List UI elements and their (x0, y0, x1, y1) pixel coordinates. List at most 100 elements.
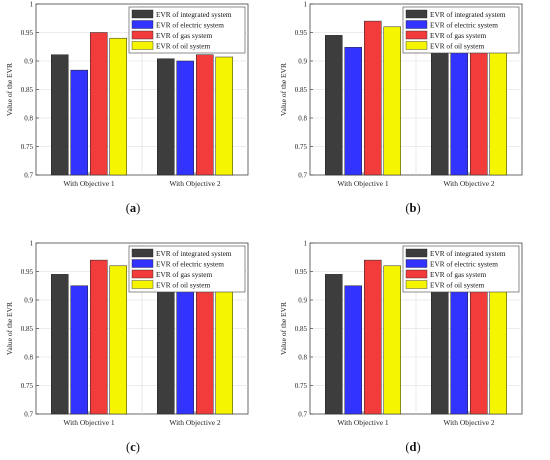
bar-electric-2 (176, 282, 194, 415)
y-tick-label: 0.85 (21, 325, 34, 333)
legend-swatch-gas (131, 269, 154, 279)
bar-gas-2 (470, 274, 488, 415)
bar-oil-2 (215, 56, 233, 176)
bar-electric-2 (450, 44, 468, 176)
panel-label: (c) (126, 440, 140, 454)
y-tick-label: 0.8 (298, 354, 307, 362)
legend: EVR of integrated system EVR of electric … (402, 6, 520, 54)
legend-swatch-gas (405, 269, 428, 279)
bar-oil-1 (109, 37, 127, 176)
x-tick-label: With Objective 2 (443, 179, 495, 188)
chart-panel-2: 0.7 0.75 0.8 0.85 0.9 0.95 1 With Objective 1 Wi… (279, 1, 523, 215)
bar-electric-1 (70, 285, 88, 415)
y-tick-label: 0.9 (24, 297, 33, 305)
x-tick-label: With Objective 1 (63, 418, 115, 427)
y-tick-label: 0.85 (21, 86, 34, 94)
bar-gas-1 (90, 32, 108, 176)
x-tick-label: With Objective 2 (169, 179, 221, 188)
legend-label-integrated: EVR of integrated system (156, 10, 232, 19)
y-tick-label: 0.95 (295, 268, 308, 276)
x-tick-label: With Objective 1 (337, 418, 389, 427)
bar-oil-1 (383, 26, 401, 176)
y-axis-label: Value of the EVR (279, 63, 288, 116)
bar-electric-1 (344, 285, 362, 415)
bar-oil-1 (109, 265, 127, 415)
y-tick-label: 0.85 (295, 86, 308, 94)
bar-electric-2 (176, 60, 194, 176)
bar-gas-1 (90, 259, 108, 415)
legend-swatch-integrated (131, 9, 154, 19)
y-tick-label: 0.7 (24, 411, 33, 419)
bar-oil-2 (215, 273, 233, 415)
chart-panel-4: 0.7 0.75 0.8 0.85 0.9 0.95 1 With Objective 1 Wi… (279, 240, 523, 454)
legend-label-gas: EVR of gas system (156, 270, 212, 279)
bar-integrated-1 (51, 54, 69, 176)
legend-swatch-gas (131, 30, 154, 40)
bar-oil-2 (489, 273, 507, 415)
bar-gas-2 (196, 54, 214, 176)
panel-label: (a) (126, 201, 141, 215)
legend-swatch-integrated (405, 248, 428, 258)
y-tick-label: 0.7 (298, 172, 307, 180)
bar-integrated-2 (431, 39, 449, 176)
y-tick-label: 0.95 (21, 29, 34, 37)
y-tick-label: 0.9 (298, 297, 307, 305)
bar-oil-1 (383, 265, 401, 415)
y-tick-label: 0.95 (21, 268, 34, 276)
bar-integrated-2 (157, 58, 175, 176)
legend-label-gas: EVR of gas system (430, 270, 486, 279)
legend-label-oil: EVR of oil system (430, 281, 484, 290)
legend-label-integrated: EVR of integrated system (430, 10, 506, 19)
legend: EVR of integrated system EVR of electric … (402, 245, 520, 293)
y-tick-label: 0.8 (24, 354, 33, 362)
bar-integrated-1 (51, 274, 69, 415)
legend-swatch-electric (405, 20, 428, 29)
legend: EVR of integrated system EVR of electric … (128, 6, 246, 54)
legend-label-electric: EVR of electric system (430, 260, 498, 269)
y-tick-label: 0.9 (298, 58, 307, 66)
legend-swatch-gas (405, 30, 428, 40)
legend-label-gas: EVR of gas system (430, 31, 486, 40)
legend-swatch-electric (131, 259, 154, 268)
x-tick-label: With Objective 1 (63, 179, 115, 188)
legend-swatch-oil (131, 280, 154, 289)
x-tick-label: With Objective 1 (337, 179, 389, 188)
bar-integrated-2 (157, 278, 175, 415)
bar-integrated-2 (431, 278, 449, 415)
panel-label: (b) (405, 201, 420, 215)
legend: EVR of integrated system EVR of electric … (128, 245, 246, 293)
legend-swatch-oil (131, 41, 154, 50)
legend-label-integrated: EVR of integrated system (430, 249, 506, 258)
chart-panel-1: 0.7 0.75 0.8 0.85 0.9 0.95 1 With Objective 1 Wi… (5, 1, 249, 215)
y-tick-label: 0.75 (295, 382, 308, 390)
chart-panel-3: 0.7 0.75 0.8 0.85 0.9 0.95 1 With Objective 1 Wi… (5, 240, 249, 454)
bar-electric-2 (450, 282, 468, 415)
bar-gas-1 (364, 20, 382, 176)
x-tick-label: With Objective 2 (169, 418, 221, 427)
y-axis-label: Value of the EVR (5, 302, 14, 355)
bar-gas-2 (470, 35, 488, 176)
y-tick-label: 1 (304, 1, 308, 9)
bar-electric-1 (344, 47, 362, 176)
legend-swatch-integrated (405, 9, 428, 19)
legend-label-electric: EVR of electric system (156, 260, 224, 269)
y-tick-label: 0.7 (24, 172, 33, 180)
x-tick-label: With Objective 2 (443, 418, 495, 427)
bar-oil-2 (489, 33, 507, 176)
bar-electric-1 (70, 69, 88, 176)
y-tick-label: 0.9 (24, 58, 33, 66)
y-tick-label: 0.75 (295, 143, 308, 151)
y-tick-label: 0.85 (295, 325, 308, 333)
legend-label-oil: EVR of oil system (156, 42, 210, 51)
bar-gas-1 (364, 259, 382, 415)
legend-label-oil: EVR of oil system (430, 42, 484, 51)
legend-label-oil: EVR of oil system (156, 281, 210, 290)
panel-label: (d) (405, 440, 420, 454)
legend-swatch-integrated (131, 248, 154, 258)
bar-integrated-1 (325, 274, 343, 415)
legend-label-electric: EVR of electric system (430, 21, 498, 30)
y-tick-label: 0.75 (21, 382, 34, 390)
y-tick-label: 1 (304, 240, 308, 248)
legend-label-gas: EVR of gas system (156, 31, 212, 40)
